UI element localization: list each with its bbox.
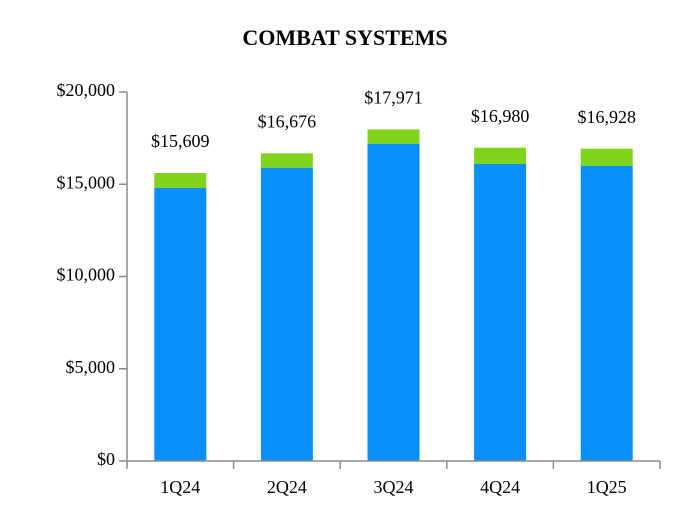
total-label: $15,609 xyxy=(151,131,210,151)
chart-title: COMBAT SYSTEMS xyxy=(242,25,447,50)
total-label: $16,928 xyxy=(577,107,636,127)
bar-segment xyxy=(580,165,633,462)
y-tick-label: $20,000 xyxy=(57,80,116,100)
x-tick-label: 4Q24 xyxy=(480,477,520,497)
bar-segment xyxy=(474,163,527,461)
bar-segment xyxy=(154,187,207,461)
bar-segment xyxy=(580,148,633,166)
y-tick-label: $0 xyxy=(97,449,115,469)
bar-segment xyxy=(367,129,420,144)
total-label: $16,676 xyxy=(258,111,317,131)
x-tick-label: 1Q24 xyxy=(160,477,200,497)
bar-segment xyxy=(260,167,313,461)
x-tick-label: 1Q25 xyxy=(587,477,627,497)
bar-segment xyxy=(154,173,207,188)
bar-segment xyxy=(260,153,313,168)
total-label: $16,980 xyxy=(471,106,530,126)
bar-segment xyxy=(367,143,420,461)
y-tick-label: $15,000 xyxy=(57,172,116,192)
y-tick-label: $5,000 xyxy=(66,357,116,377)
total-label: $17,971 xyxy=(364,88,423,108)
x-tick-label: 3Q24 xyxy=(374,477,414,497)
y-tick-label: $10,000 xyxy=(57,265,116,285)
x-tick-label: 2Q24 xyxy=(267,477,307,497)
bar-segment xyxy=(474,147,527,164)
